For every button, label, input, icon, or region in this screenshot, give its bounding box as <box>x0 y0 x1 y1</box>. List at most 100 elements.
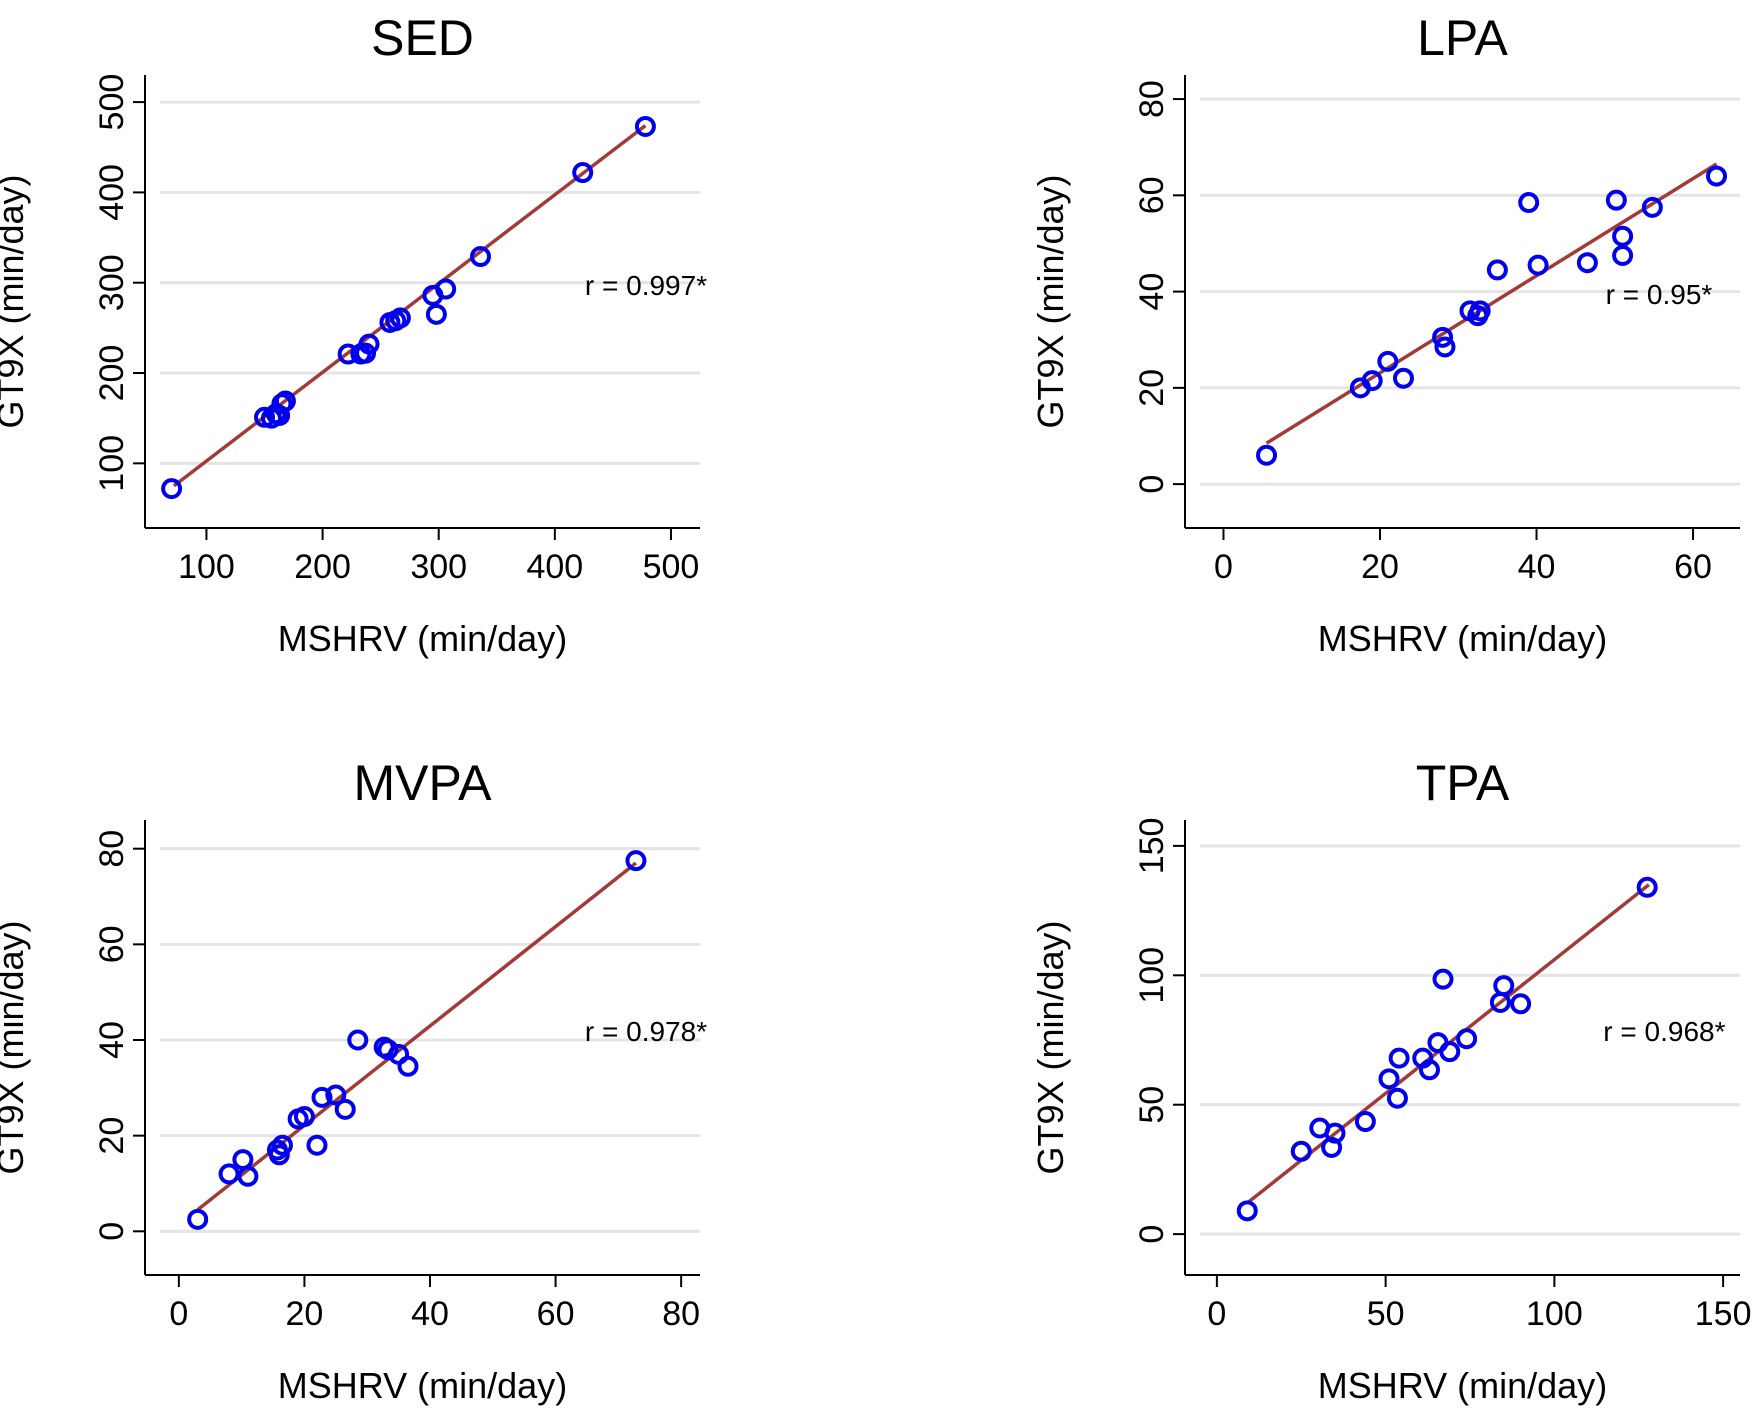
data-point <box>1605 189 1627 211</box>
y-tick-label: 400 <box>93 164 131 221</box>
x-tick-label: 50 <box>1367 1295 1405 1333</box>
data-point <box>271 1134 293 1156</box>
y-tick-label: 40 <box>1133 273 1171 311</box>
y-tick-label: 100 <box>1133 947 1171 1004</box>
y-tick-label: 50 <box>1133 1086 1171 1124</box>
data-point <box>1392 367 1414 389</box>
y-tick-label: 20 <box>93 1117 131 1155</box>
data-point <box>274 390 296 412</box>
data-point <box>1576 252 1598 274</box>
x-tick-label: 100 <box>1526 1295 1583 1333</box>
x-tick-label: 60 <box>537 1295 575 1333</box>
y-tick-label: 0 <box>1133 1225 1171 1244</box>
correlation-annotation: r = 0.997* <box>585 270 707 301</box>
x-tick-label: 300 <box>410 548 467 586</box>
correlation-annotation: r = 0.968* <box>1603 1016 1725 1047</box>
data-point <box>1486 259 1508 281</box>
x-tick-label: 40 <box>411 1295 449 1333</box>
data-point <box>1527 254 1549 276</box>
data-point <box>1518 192 1540 214</box>
x-tick-label: 150 <box>1695 1295 1752 1333</box>
data-point <box>347 1029 369 1051</box>
data-point <box>625 850 647 872</box>
regression-line <box>196 861 638 1212</box>
data-point <box>1256 444 1278 466</box>
data-point <box>187 1208 209 1230</box>
data-point <box>1432 326 1454 348</box>
data-point <box>1469 300 1491 322</box>
data-point <box>1636 876 1658 898</box>
panel-mvpa: 0 20 40 60 80 0 20 40 60 80 MVPA MSHRV (min/day) GT9… <box>0 755 707 1406</box>
x-tick-label: 0 <box>169 1295 188 1333</box>
chart-title: TPA <box>1416 755 1510 811</box>
data-point <box>293 1106 315 1128</box>
x-axis-label: MSHRV (min/day) <box>1318 618 1607 659</box>
data-point <box>1378 1068 1400 1090</box>
data-point <box>334 1098 356 1120</box>
y-tick-label: 0 <box>93 1222 131 1241</box>
data-point <box>1354 1111 1376 1133</box>
x-tick-label: 40 <box>1518 548 1556 586</box>
y-tick-label: 80 <box>1133 80 1171 118</box>
x-axis-label: MSHRV (min/day) <box>278 618 567 659</box>
x-tick-label: 400 <box>526 548 583 586</box>
data-point <box>425 303 447 325</box>
data-point <box>1361 370 1383 392</box>
data-point <box>1439 1041 1461 1063</box>
data-point <box>1493 975 1515 997</box>
panel-sed: 100 200 300 400 500 100 200 300 400 500 SED MSHRV (… <box>0 10 707 659</box>
y-tick-label: 500 <box>93 74 131 131</box>
data-point <box>1706 165 1728 187</box>
x-tick-label: 60 <box>1674 548 1712 586</box>
data-point <box>1612 225 1634 247</box>
data-point <box>397 1055 419 1077</box>
y-tick-label: 200 <box>93 345 131 402</box>
y-tick-label: 20 <box>1133 369 1171 407</box>
data-point <box>1510 993 1532 1015</box>
data-point <box>1386 1087 1408 1109</box>
data-point <box>1456 1028 1478 1050</box>
data-point <box>1432 968 1454 990</box>
correlation-annotation: r = 0.978* <box>585 1016 707 1047</box>
x-tick-label: 0 <box>1214 548 1233 586</box>
x-tick-label: 80 <box>662 1295 700 1333</box>
data-point <box>1641 196 1663 218</box>
data-point <box>232 1149 254 1171</box>
data-point <box>377 1039 399 1061</box>
chart-title: LPA <box>1417 10 1508 66</box>
y-tick-label: 40 <box>93 1021 131 1059</box>
y-axis-label: GT9X (min/day) <box>0 174 31 428</box>
regression-line <box>1265 162 1718 445</box>
data-point <box>306 1134 328 1156</box>
data-point <box>572 162 594 184</box>
data-point <box>1377 350 1399 372</box>
x-tick-label: 20 <box>286 1295 324 1333</box>
panel-lpa: 0 20 40 60 80 0 20 40 60 LPA MSHRV (min/day) GT9X (… <box>1030 10 1740 659</box>
data-point <box>634 115 656 137</box>
data-point <box>268 1144 290 1166</box>
data-point <box>1324 1122 1346 1144</box>
chart-title: SED <box>371 10 474 66</box>
data-point <box>435 278 457 300</box>
data-point <box>1434 336 1456 358</box>
data-point <box>237 1165 259 1187</box>
chart-title: MVPA <box>354 755 493 811</box>
correlation-annotation: r = 0.95* <box>1606 279 1713 310</box>
x-axis-label: MSHRV (min/day) <box>1318 1365 1607 1406</box>
regression-line <box>172 124 647 488</box>
y-tick-label: 80 <box>93 830 131 868</box>
y-tick-label: 0 <box>1133 475 1171 494</box>
panel-tpa: 0 50 100 150 0 50 100 150 TPA MSHRV (min/day) GT9X… <box>1030 755 1751 1406</box>
y-axis-label: GT9X (min/day) <box>1030 174 1071 428</box>
x-axis-label: MSHRV (min/day) <box>278 1365 567 1406</box>
data-point <box>325 1084 347 1106</box>
x-tick-label: 500 <box>643 548 700 586</box>
x-tick-label: 100 <box>178 548 235 586</box>
data-point <box>161 478 183 500</box>
y-tick-label: 150 <box>1133 818 1171 875</box>
data-point <box>218 1163 240 1185</box>
data-point <box>389 307 411 329</box>
data-point <box>358 333 380 355</box>
y-tick-label: 100 <box>93 435 131 492</box>
